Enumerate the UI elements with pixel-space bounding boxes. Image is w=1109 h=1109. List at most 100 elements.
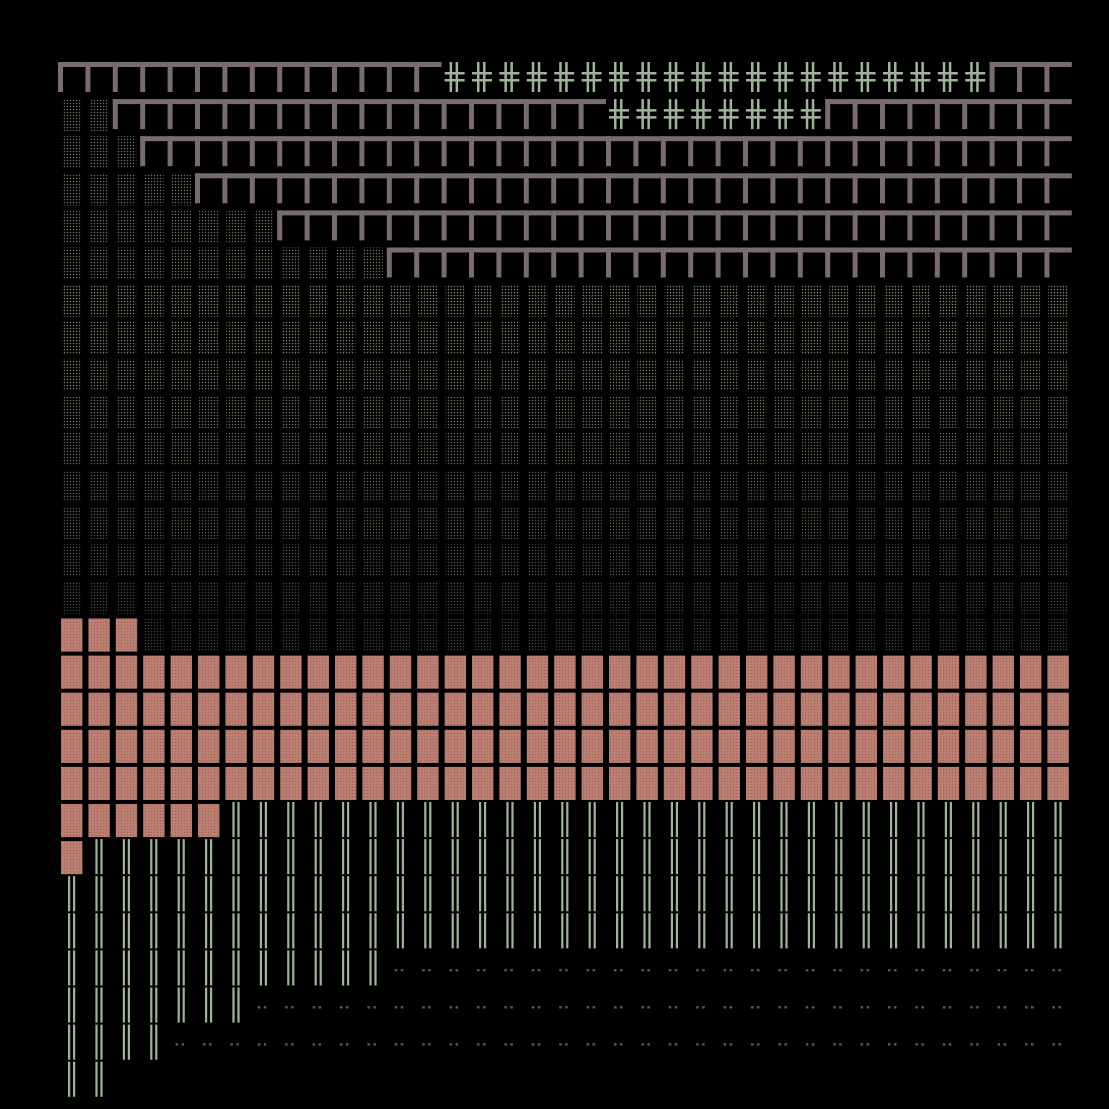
- dotted-block-glyph: [473, 507, 493, 540]
- pip-pair-glyph: [888, 968, 897, 972]
- bracket-glyph: [277, 136, 305, 167]
- dotted-block-glyph: [884, 321, 904, 354]
- double-cross-glyph: [554, 62, 575, 92]
- dotted-block-glyph: [527, 358, 548, 391]
- salmon-block-glyph: [389, 729, 412, 763]
- dotted-block-glyph: [171, 433, 191, 466]
- dotted-block-glyph: [856, 433, 876, 466]
- bracket-glyph: [688, 136, 716, 167]
- dotted-block-glyph: [555, 618, 575, 651]
- salmon-block-glyph: [252, 729, 275, 763]
- double-bar-glyph: [205, 913, 213, 949]
- bracket-glyph: [496, 99, 524, 130]
- pip-pair-glyph: [422, 968, 431, 972]
- dotted-block-glyph: [418, 433, 438, 466]
- dotted-block-glyph: [993, 544, 1013, 577]
- bracket-glyph: [797, 210, 826, 241]
- double-bar-glyph: [342, 802, 350, 838]
- dotted-block-glyph: [116, 358, 137, 391]
- salmon-block-glyph: [88, 729, 110, 763]
- bracket-glyph: [633, 247, 661, 278]
- double-bar-glyph: [396, 802, 404, 838]
- bracket-glyph: [852, 173, 880, 204]
- dotted-block-glyph: [473, 395, 493, 428]
- bracket-glyph: [770, 136, 798, 167]
- dotted-block-glyph: [253, 618, 274, 651]
- salmon-block-glyph: [910, 729, 932, 763]
- dotted-block-glyph: [89, 247, 109, 280]
- pip-pair-glyph: [394, 1043, 404, 1046]
- pip-pair-glyph: [559, 968, 568, 972]
- double-bar-glyph: [972, 913, 980, 949]
- salmon-block-glyph: [170, 766, 192, 800]
- dotted-block-glyph: [336, 618, 356, 651]
- dotted-block-glyph: [801, 581, 822, 614]
- dotted-block-glyph: [966, 395, 986, 428]
- salmon-block-glyph: [335, 692, 357, 726]
- double-bar-glyph: [698, 913, 706, 949]
- double-bar-glyph: [68, 950, 76, 986]
- dotted-block-glyph: [171, 581, 191, 614]
- salmon-block-glyph: [554, 729, 576, 763]
- double-bar-glyph: [698, 876, 706, 912]
- dotted-block-glyph: [336, 395, 356, 428]
- bracket-glyph: [414, 173, 442, 204]
- dotted-block-glyph: [363, 321, 383, 354]
- dotted-block-glyph: [418, 544, 438, 577]
- dotted-block-glyph: [199, 618, 219, 651]
- glyph-row: [61, 766, 1069, 800]
- salmon-block-glyph: [883, 692, 905, 726]
- double-bar-glyph: [670, 802, 678, 838]
- salmon-block-glyph: [554, 655, 576, 689]
- double-bar-glyph: [753, 913, 761, 949]
- pip-pair-glyph: [970, 1043, 979, 1046]
- pip-pair-glyph: [312, 1043, 322, 1046]
- double-bar-glyph: [807, 802, 815, 838]
- double-bar-glyph: [561, 802, 569, 838]
- dotted-block-glyph: [281, 321, 301, 354]
- bracket-glyph: [304, 210, 332, 241]
- dotted-block-glyph: [445, 507, 465, 540]
- glyph-row: [68, 913, 1062, 949]
- pip-pair-glyph: [751, 968, 760, 972]
- dotted-block-glyph: [62, 433, 82, 466]
- dotted-block-glyph: [500, 618, 520, 651]
- double-cross-glyph: [773, 62, 794, 92]
- dotted-block-glyph: [582, 507, 602, 540]
- glyph-row: [68, 1061, 103, 1097]
- bracket-glyph: [907, 99, 935, 130]
- double-bar-glyph: [807, 876, 815, 912]
- double-bar-glyph: [862, 802, 870, 838]
- salmon-block-glyph: [581, 655, 603, 689]
- pip-pair-glyph: [668, 968, 678, 972]
- double-bar-glyph: [122, 839, 130, 875]
- salmon-block-glyph: [225, 766, 247, 800]
- double-bar-glyph: [753, 839, 761, 875]
- dotted-block-glyph: [390, 284, 411, 317]
- pip-pair-glyph: [1025, 968, 1034, 972]
- dotted-block-glyph: [993, 618, 1013, 651]
- dotted-block-glyph: [116, 507, 137, 540]
- bracket-glyph: [743, 173, 771, 204]
- dotted-block-glyph: [1048, 618, 1068, 651]
- bracket-glyph: [825, 247, 853, 278]
- pip-pair-glyph: [340, 1043, 349, 1046]
- salmon-block-glyph: [198, 655, 220, 689]
- pip-pair-glyph: [1052, 1006, 1061, 1009]
- salmon-block-glyph: [335, 766, 357, 800]
- dotted-block-glyph: [363, 247, 383, 280]
- double-bar-glyph: [1054, 839, 1062, 875]
- dotted-block-glyph: [664, 507, 685, 540]
- double-bar-glyph: [150, 950, 158, 986]
- pip-pair-glyph: [367, 1043, 376, 1046]
- double-bar-glyph: [232, 913, 240, 949]
- double-bar-glyph: [68, 876, 76, 912]
- pip-pair-glyph: [860, 968, 870, 972]
- dotted-block-glyph: [582, 395, 602, 428]
- dotted-block-glyph: [116, 544, 137, 577]
- glyph-row: [62, 507, 1068, 540]
- dotted-block-glyph: [308, 433, 328, 466]
- dotted-block-glyph: [637, 618, 657, 651]
- dotted-block-glyph: [856, 284, 876, 317]
- salmon-block-glyph: [499, 655, 521, 689]
